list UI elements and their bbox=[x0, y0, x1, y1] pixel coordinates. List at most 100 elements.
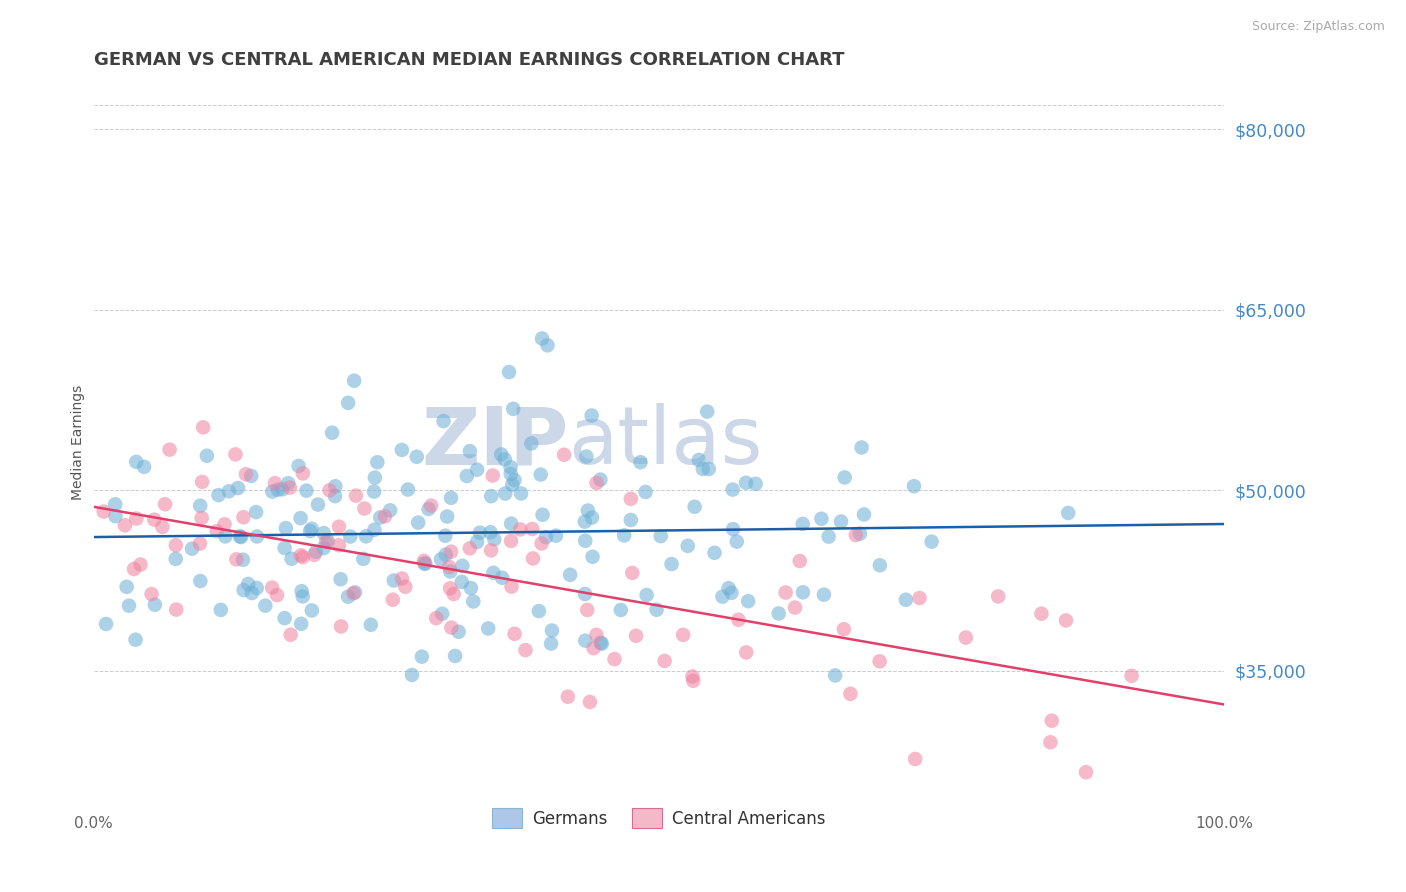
Point bbox=[312, 541, 335, 555]
Point bbox=[697, 462, 720, 476]
Text: ZIP: ZIP bbox=[422, 403, 568, 481]
Point bbox=[262, 484, 284, 499]
Point bbox=[479, 543, 502, 558]
Point bbox=[479, 525, 502, 540]
Point bbox=[425, 611, 447, 625]
Point bbox=[502, 401, 524, 416]
Point bbox=[238, 577, 260, 591]
Point bbox=[536, 338, 558, 352]
Point bbox=[817, 530, 839, 544]
Point bbox=[411, 649, 433, 664]
Point bbox=[280, 628, 302, 642]
Point bbox=[849, 526, 872, 541]
Point bbox=[273, 611, 295, 625]
Point bbox=[955, 631, 977, 645]
Point bbox=[339, 530, 361, 544]
Point bbox=[692, 462, 714, 476]
Point bbox=[501, 477, 523, 491]
Point bbox=[436, 509, 458, 524]
Point bbox=[181, 541, 204, 556]
Point bbox=[301, 522, 323, 536]
Point bbox=[125, 455, 148, 469]
Point bbox=[735, 475, 758, 490]
Point bbox=[321, 425, 343, 440]
Point bbox=[725, 534, 748, 549]
Point bbox=[218, 484, 240, 499]
Point bbox=[245, 505, 267, 519]
Point bbox=[444, 648, 467, 663]
Point bbox=[254, 599, 277, 613]
Point bbox=[380, 503, 402, 517]
Point bbox=[576, 503, 599, 517]
Point bbox=[494, 452, 516, 467]
Point bbox=[727, 613, 749, 627]
Point bbox=[382, 574, 405, 588]
Point bbox=[460, 581, 482, 595]
Point bbox=[434, 548, 457, 562]
Point bbox=[406, 516, 429, 530]
Point bbox=[737, 594, 759, 608]
Point bbox=[589, 636, 612, 650]
Point bbox=[391, 572, 413, 586]
Point bbox=[711, 590, 734, 604]
Point bbox=[530, 536, 553, 550]
Point bbox=[491, 447, 513, 461]
Point bbox=[396, 483, 419, 497]
Point bbox=[830, 515, 852, 529]
Point bbox=[273, 541, 295, 555]
Point bbox=[277, 476, 299, 491]
Point bbox=[374, 509, 396, 524]
Point bbox=[721, 483, 744, 497]
Point bbox=[574, 587, 596, 601]
Point bbox=[232, 582, 254, 597]
Point bbox=[246, 581, 269, 595]
Point bbox=[415, 557, 437, 571]
Point bbox=[343, 374, 366, 388]
Point bbox=[291, 467, 314, 481]
Point bbox=[515, 643, 537, 657]
Point bbox=[672, 628, 695, 642]
Point bbox=[610, 603, 633, 617]
Point bbox=[522, 551, 544, 566]
Point bbox=[510, 486, 533, 500]
Point bbox=[191, 475, 214, 489]
Point bbox=[434, 529, 457, 543]
Point bbox=[413, 554, 436, 568]
Point bbox=[458, 541, 481, 556]
Point bbox=[458, 444, 481, 458]
Point bbox=[527, 604, 550, 618]
Point bbox=[688, 453, 710, 467]
Point bbox=[624, 629, 647, 643]
Point bbox=[581, 409, 603, 423]
Point bbox=[246, 529, 269, 543]
Point bbox=[305, 545, 328, 559]
Point bbox=[104, 509, 127, 524]
Point bbox=[329, 572, 352, 586]
Point bbox=[287, 458, 309, 473]
Point bbox=[581, 549, 603, 564]
Point bbox=[904, 752, 927, 766]
Point bbox=[195, 449, 218, 463]
Text: Source: ZipAtlas.com: Source: ZipAtlas.com bbox=[1251, 20, 1385, 33]
Point bbox=[589, 473, 612, 487]
Point bbox=[499, 460, 522, 475]
Point bbox=[621, 566, 644, 580]
Point bbox=[576, 603, 599, 617]
Point bbox=[499, 467, 522, 481]
Point bbox=[703, 546, 725, 560]
Point bbox=[104, 497, 127, 511]
Point bbox=[620, 513, 643, 527]
Point bbox=[280, 551, 302, 566]
Point bbox=[214, 529, 236, 543]
Point bbox=[869, 558, 891, 573]
Point bbox=[1040, 714, 1063, 728]
Point bbox=[450, 574, 472, 589]
Point bbox=[491, 571, 513, 585]
Point bbox=[499, 533, 522, 548]
Point bbox=[582, 641, 605, 656]
Point bbox=[122, 562, 145, 576]
Point bbox=[266, 588, 288, 602]
Point bbox=[188, 536, 211, 550]
Point bbox=[681, 669, 703, 683]
Point bbox=[235, 467, 257, 482]
